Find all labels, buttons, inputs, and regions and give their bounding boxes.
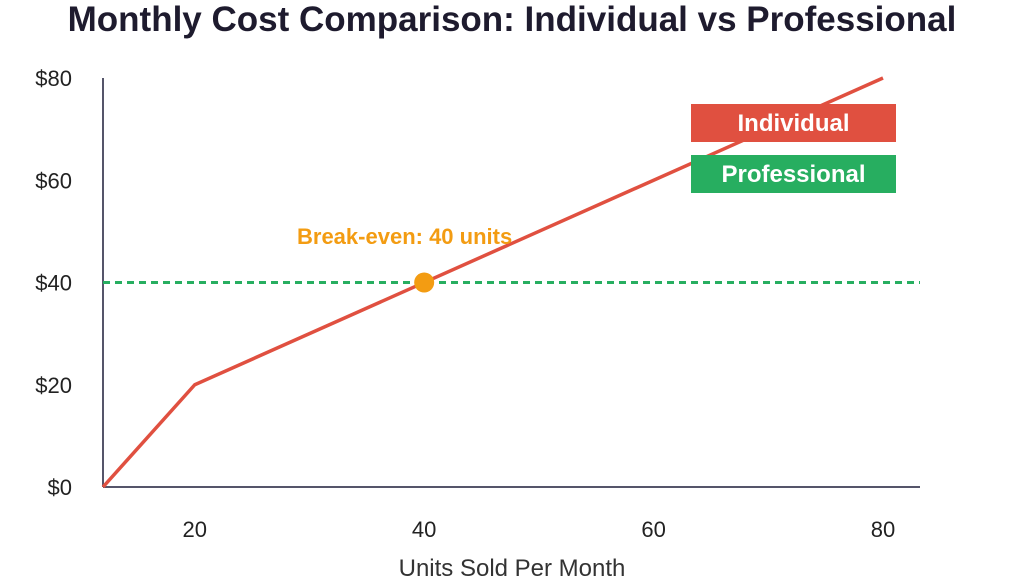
x-tick-label: 80 bbox=[871, 517, 895, 542]
x-tick-label: 60 bbox=[641, 517, 665, 542]
y-tick-label: $60 bbox=[35, 168, 72, 193]
legend-swatch-professional bbox=[691, 155, 896, 193]
legend-label-individual: Individual bbox=[737, 110, 849, 137]
x-tick-label: 20 bbox=[183, 517, 207, 542]
chart-title: Monthly Cost Comparison: Individual vs P… bbox=[67, 0, 957, 39]
annotation-layer: Break-even: 40 units bbox=[297, 224, 512, 293]
y-tick-label: $40 bbox=[35, 271, 72, 296]
x-tick-label: 40 bbox=[412, 517, 436, 542]
legend-swatch-individual bbox=[691, 104, 896, 142]
y-tick-label: $20 bbox=[35, 373, 72, 398]
break-even-label: Break-even: 40 units bbox=[297, 224, 512, 249]
series-line-individual bbox=[101, 76, 884, 489]
y-tick-label: $0 bbox=[48, 475, 72, 500]
x-axis-label: Units Sold Per Month bbox=[399, 555, 626, 578]
break-even-point bbox=[414, 272, 435, 293]
axes-layer: $0 $20 $40 $60 $80 20 40 60 80 Units Sold Per Mon… bbox=[35, 66, 920, 578]
series-layer bbox=[101, 76, 920, 489]
y-tick-label: $80 bbox=[35, 66, 72, 91]
legend: Individual Professional bbox=[691, 104, 896, 193]
legend-label-professional: Professional bbox=[721, 161, 865, 188]
